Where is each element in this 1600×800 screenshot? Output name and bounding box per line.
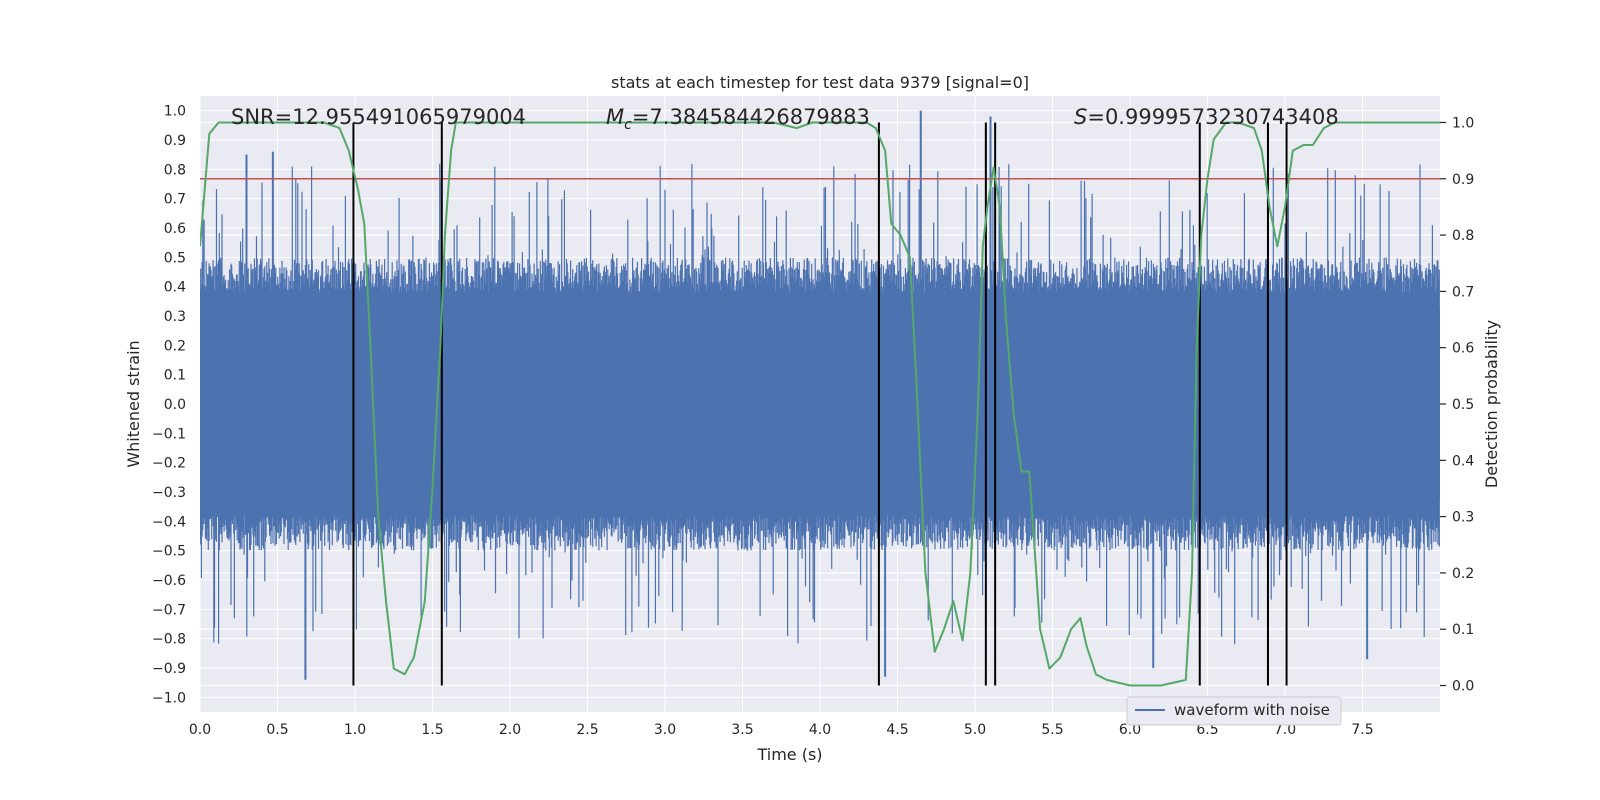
y-left-tick-label: 0.5 [164, 250, 186, 266]
x-tick-label: 3.5 [731, 722, 753, 738]
y-right-tick-labels: 1.0 0.9 0.8 0.7 0.6 0.5 0.4 0.3 0.2 0.1 0.0 [1440, 115, 1474, 695]
y-left-tick-label: 0.6 [164, 221, 186, 237]
y-left-tick-label: −0.6 [152, 573, 186, 589]
x-axis-label: Time (s) [756, 745, 822, 764]
snr-annotation: SNR=12.955491065979004 [231, 105, 526, 129]
y-left-tick-label: 0.4 [164, 280, 186, 296]
y-left-tick-label: 0.1 [164, 368, 186, 384]
y-right-tick-label: 0.8 [1452, 228, 1474, 244]
legend-box [1126, 696, 1342, 726]
y-right-tick-label: 0.4 [1452, 453, 1474, 469]
y-left-tick-label: −0.3 [152, 485, 186, 501]
y-left-tick-label: 0.7 [164, 192, 186, 208]
score-annotation: S=0.9999573230743408 [1074, 105, 1339, 129]
x-tick-label: 4.0 [809, 722, 831, 738]
chirp-mass-symbol: M [606, 105, 624, 129]
x-tick-label: 7.0 [1274, 722, 1296, 738]
legend-label: waveform with noise [1174, 701, 1330, 719]
chirp-mass-subscript: c [624, 117, 632, 133]
y-right-tick-label: 0.5 [1452, 397, 1474, 413]
chirp-mass-value: =7.384584426879883 [632, 105, 870, 129]
waveform-core [200, 309, 1440, 499]
x-tick-label: 5.0 [964, 722, 986, 738]
detection-probability-series [200, 121, 1440, 687]
y-right-tick-label: 0.9 [1452, 172, 1474, 188]
y-left-tick-label: −0.1 [152, 426, 186, 442]
y-left-tick-labels: 1.0 0.9 0.8 0.7 0.6 0.5 0.4 0.3 0.2 0.1 0.0 −0.1 −0.… [152, 104, 186, 707]
x-tick-label: 0.5 [266, 722, 288, 738]
y-right-tick-label: 0.1 [1452, 622, 1474, 638]
x-tick-label: 6.0 [1119, 722, 1141, 738]
waveform-series [200, 110, 1440, 680]
y-left-tick-label: 0.9 [164, 133, 186, 149]
x-tick-label: 4.5 [886, 722, 908, 738]
y-right-tick-label: 1.0 [1452, 115, 1474, 131]
y-left-tick-label: −0.7 [152, 602, 186, 618]
x-tick-label: 1.5 [421, 722, 443, 738]
y-right-tick-label: 0.2 [1452, 566, 1474, 582]
y-right-tick-label: 0.3 [1452, 510, 1474, 526]
chirp-mass-annotation: Mc=7.384584426879883 [606, 105, 870, 133]
y-left-tick-label: −1.0 [152, 690, 186, 706]
y-right-tick-label: 0.7 [1452, 284, 1474, 300]
score-value: =0.9999573230743408 [1087, 105, 1338, 129]
y-left-tick-label: 1.0 [164, 104, 186, 120]
x-tick-label: 5.5 [1041, 722, 1063, 738]
x-tick-label: 2.0 [499, 722, 521, 738]
x-tick-label: 7.5 [1351, 722, 1373, 738]
y-left-tick-label: 0.2 [164, 338, 186, 354]
y-right-tick-label: 0.6 [1452, 341, 1474, 357]
x-tick-label: 2.5 [576, 722, 598, 738]
x-tick-label: 6.5 [1196, 722, 1218, 738]
x-tick-label: 0.0 [189, 722, 211, 738]
score-symbol: S [1074, 105, 1087, 129]
y-left-tick-label: 0.3 [164, 309, 186, 325]
y-left-tick-label: −0.5 [152, 544, 186, 560]
x-tick-label: 3.0 [654, 722, 676, 738]
y-left-tick-label: 0.8 [164, 162, 186, 178]
x-tick-labels: 0.0 0.5 1.0 1.5 2.0 2.5 3.0 3.5 4.0 4.5 5.0 5.5 6.0 6… [189, 722, 1374, 738]
detection-probability-line [200, 121, 1440, 687]
y-left-tick-label: −0.4 [152, 514, 186, 530]
chart-title: stats at each timestep for test data 937… [611, 73, 1029, 92]
y-axis-label-right: Detection probability [1482, 320, 1501, 488]
y-axis-label-left: Whitened strain [124, 340, 143, 467]
x-tick-label: 1.0 [344, 722, 366, 738]
y-left-tick-label: −0.9 [152, 661, 186, 677]
y-left-tick-label: −0.2 [152, 456, 186, 472]
y-left-tick-label: −0.8 [152, 632, 186, 648]
legend: waveform with noise [1126, 696, 1342, 726]
y-right-tick-label: 0.0 [1452, 679, 1474, 695]
y-left-tick-label: 0.0 [164, 397, 186, 413]
